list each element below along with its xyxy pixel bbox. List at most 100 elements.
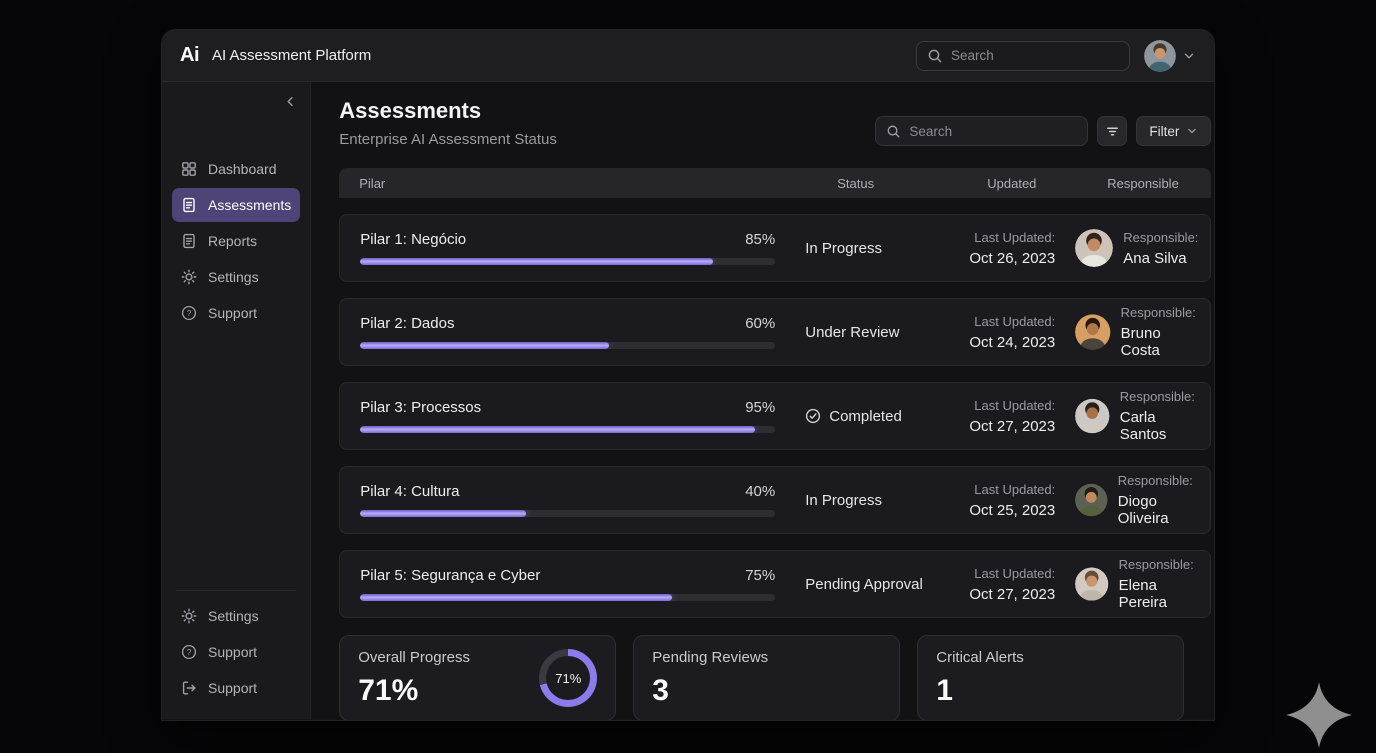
status-badge: In Progress — [805, 239, 882, 257]
pilar-name: Pilar 5: Segurança e Cyber — [360, 567, 541, 584]
table-search-input[interactable] — [909, 123, 1087, 139]
responsible-name: Bruno Costa — [1120, 325, 1161, 359]
sidebar-item-label: Support — [208, 680, 258, 696]
sidebar-footer-support[interactable]: ? Support — [172, 635, 300, 669]
topbar-search-input[interactable] — [951, 48, 1128, 63]
pilar-name: Pilar 3: Processos — [360, 399, 482, 416]
sidebar-item-reports[interactable]: Reports — [172, 224, 300, 258]
assessments-table: Pilar Status Updated Responsible Pilar 1… — [339, 168, 1214, 720]
card-value: 71% — [358, 673, 419, 707]
table-row[interactable]: Pilar 2: Dados 60% Under Review Last Upd… — [339, 298, 1212, 366]
pilar-name: Pilar 4: Cultura — [360, 483, 460, 500]
responsible-label: Responsible: — [1120, 305, 1196, 320]
sidebar-item-label: Settings — [208, 608, 259, 624]
updated-label: Last Updated: — [974, 313, 1056, 329]
sparkle-decoration — [1286, 682, 1352, 753]
chevron-down-icon — [1186, 125, 1198, 137]
updated-label: Last Updated: — [974, 481, 1056, 497]
chevron-down-icon — [1182, 49, 1196, 63]
sidebar-item-label: Reports — [208, 233, 258, 249]
pending-reviews-card: Pending Reviews 3 — [633, 635, 901, 720]
responsible-label: Responsible: — [1117, 473, 1193, 488]
progress-percent: 40% — [745, 483, 776, 500]
updated-date: Oct 24, 2023 — [969, 333, 1056, 351]
progress-donut: 71% — [539, 649, 598, 707]
help-icon: ? — [181, 644, 197, 660]
table-row[interactable]: Pilar 1: Negócio 85% In Progress Last Up… — [339, 214, 1212, 282]
sidebar-item-assessments[interactable]: Assessments — [172, 188, 301, 222]
sidebar-item-settings[interactable]: Settings — [172, 260, 300, 294]
card-value: 1 — [936, 673, 953, 707]
overall-progress-card: Overall Progress 71% 71% — [339, 635, 617, 720]
search-icon — [927, 48, 943, 64]
progress-percent: 75% — [745, 567, 776, 584]
table-search[interactable] — [875, 116, 1089, 146]
gear-icon — [181, 608, 197, 624]
document-icon — [181, 197, 197, 213]
responsible-name: Ana Silva — [1123, 249, 1187, 267]
responsible-name: Elena Pereira — [1118, 577, 1167, 611]
status-badge: Under Review — [805, 323, 900, 341]
pilar-name: Pilar 2: Dados — [360, 315, 455, 332]
sidebar-item-dashboard[interactable]: Dashboard — [172, 152, 300, 186]
updated-date: Oct 25, 2023 — [969, 501, 1056, 519]
table-row[interactable]: Pilar 5: Segurança e Cyber 75% Pending A… — [339, 550, 1212, 618]
sidebar-divider — [176, 590, 297, 591]
card-label: Overall Progress — [358, 648, 470, 666]
pilar-name: Pilar 1: Negócio — [360, 231, 467, 248]
updated-date: Oct 27, 2023 — [969, 585, 1056, 603]
table-row[interactable]: Pilar 4: Cultura 40% In Progress Last Up… — [339, 466, 1212, 534]
sidebar: Dashboard Assessments Reports — [162, 82, 312, 719]
table-header: Pilar Status Updated Responsible — [339, 168, 1212, 198]
card-value: 3 — [652, 673, 669, 707]
sidebar-item-label: Settings — [208, 269, 259, 285]
progress-bar — [360, 258, 776, 265]
app-window: Ai AI Assessment Platform — [162, 30, 1214, 720]
sidebar-item-support[interactable]: ? Support — [172, 296, 300, 330]
svg-text:?: ? — [187, 308, 192, 318]
column-header-responsible: Responsible — [1107, 175, 1179, 191]
document-icon — [181, 233, 197, 249]
sidebar-item-label: Support — [208, 644, 258, 660]
donut-label: 71% — [555, 670, 582, 686]
responsible-label: Responsible: — [1118, 557, 1194, 572]
topbar-search[interactable] — [916, 40, 1130, 71]
table-row[interactable]: Pilar 3: Processos 95% Completed Last Up… — [339, 382, 1212, 450]
sidebar-item-label: Dashboard — [208, 161, 277, 177]
progress-percent: 85% — [745, 231, 776, 248]
status-badge: Pending Approval — [805, 575, 923, 593]
user-avatar[interactable] — [1144, 39, 1176, 72]
responsible-label: Responsible: — [1123, 229, 1199, 245]
progress-bar — [360, 342, 776, 349]
progress-bar — [360, 426, 776, 433]
critical-alerts-card: Critical Alerts 1 — [917, 635, 1185, 720]
help-icon: ? — [181, 305, 197, 321]
avatar — [1075, 483, 1108, 517]
app-title: AI Assessment Platform — [212, 47, 372, 64]
grid-icon — [181, 161, 197, 177]
sidebar-item-label: Support — [208, 305, 258, 321]
filter-button[interactable]: Filter — [1136, 116, 1212, 146]
filter-lines-button[interactable] — [1097, 116, 1128, 146]
sidebar-footer-settings[interactable]: Settings — [172, 599, 300, 633]
status-badge: Completed — [805, 408, 945, 425]
page-subtitle: Enterprise AI Assessment Status — [339, 131, 557, 148]
top-bar: Ai AI Assessment Platform — [162, 30, 1214, 82]
progress-bar — [360, 510, 776, 517]
sidebar-footer-logout[interactable]: Support — [172, 671, 300, 705]
app-logo: Ai — [180, 44, 200, 66]
card-label: Critical Alerts — [936, 648, 1024, 666]
progress-percent: 95% — [745, 399, 776, 416]
filter-lines-icon — [1105, 124, 1120, 139]
user-menu[interactable] — [1144, 39, 1196, 72]
avatar — [1075, 567, 1109, 601]
svg-text:?: ? — [187, 647, 192, 657]
page-title: Assessments — [339, 98, 482, 123]
card-label: Pending Reviews — [652, 648, 769, 666]
search-icon — [886, 124, 901, 139]
responsible-name: Diogo Oliveira — [1117, 493, 1169, 527]
gear-icon — [181, 269, 197, 285]
responsible-name: Carla Santos — [1119, 409, 1167, 443]
sidebar-collapse-button[interactable] — [283, 94, 298, 109]
column-header-updated: Updated — [987, 175, 1037, 191]
